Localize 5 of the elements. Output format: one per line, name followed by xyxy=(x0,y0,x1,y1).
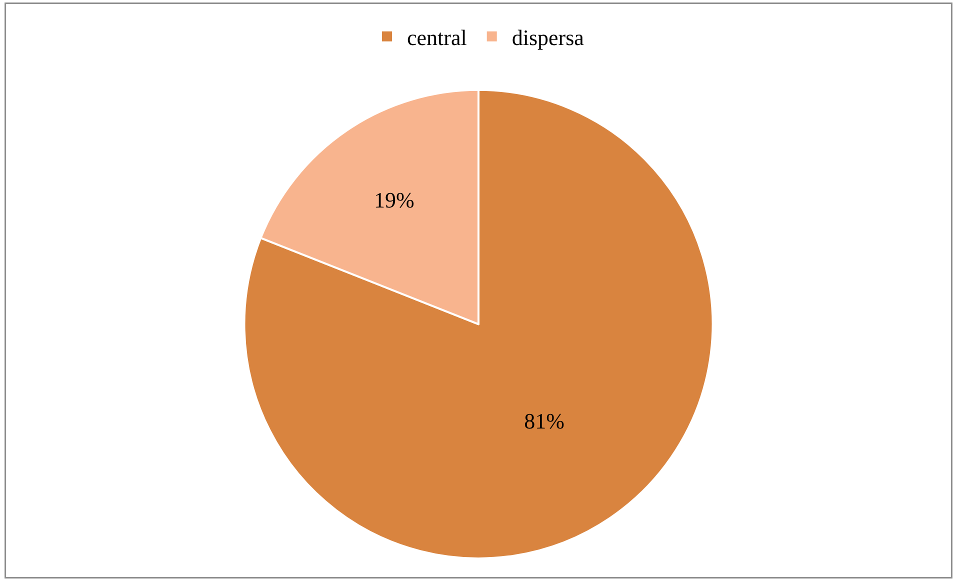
pie-slice xyxy=(243,88,714,560)
legend-label: central xyxy=(407,24,467,50)
data-label: 19% xyxy=(374,188,414,213)
legend-label: dispersa xyxy=(512,24,584,50)
data-label: 81% xyxy=(524,408,564,434)
